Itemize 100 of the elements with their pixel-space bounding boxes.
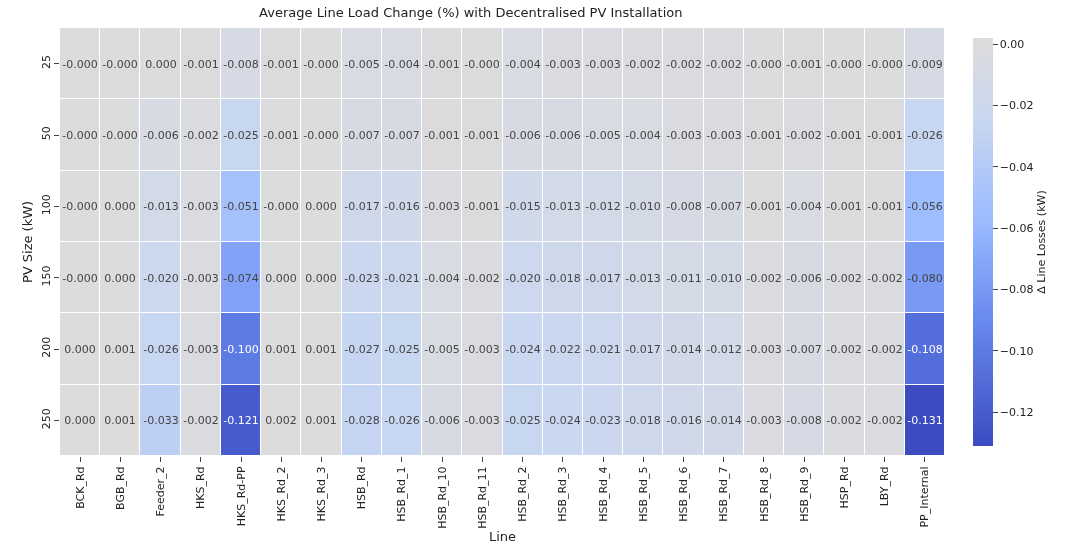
data-label: -0.003 — [424, 199, 460, 213]
data-label: -0.002 — [826, 271, 862, 285]
data-label: 0.000 — [305, 199, 337, 213]
data-label: -0.001 — [867, 199, 903, 213]
data-label: -0.006 — [786, 271, 822, 285]
x-tick-label: HSB_Rd_3 — [556, 466, 570, 522]
data-label: -0.025 — [384, 342, 420, 356]
data-label: -0.002 — [706, 57, 742, 71]
data-label: -0.021 — [585, 342, 621, 356]
data-label: -0.000 — [102, 128, 138, 142]
data-label: -0.005 — [585, 128, 621, 142]
data-label: -0.000 — [303, 57, 339, 71]
data-label: -0.001 — [263, 57, 299, 71]
data-label: 0.000 — [104, 271, 136, 285]
data-label: -0.007 — [706, 199, 742, 213]
data-label: -0.002 — [746, 271, 782, 285]
data-label: -0.025 — [505, 413, 541, 427]
data-label: -0.003 — [545, 57, 581, 71]
data-label: 0.001 — [104, 342, 136, 356]
data-label: -0.100 — [223, 342, 259, 356]
x-tick-label: BCK_Rd — [73, 466, 87, 509]
data-label: -0.001 — [746, 199, 782, 213]
data-label: -0.001 — [786, 57, 822, 71]
x-tick-label: HSB_Rd_1 — [395, 466, 409, 522]
data-label: -0.002 — [666, 57, 702, 71]
data-label: -0.017 — [344, 199, 380, 213]
data-label: -0.005 — [344, 57, 380, 71]
data-label: -0.027 — [344, 342, 380, 356]
data-label: -0.016 — [384, 199, 420, 213]
y-tick-label: 100 — [39, 194, 53, 216]
data-label: 0.002 — [265, 413, 297, 427]
data-label: 0.000 — [145, 57, 177, 71]
data-label: -0.020 — [505, 271, 541, 285]
y-tick-label: 50 — [39, 126, 53, 141]
data-label: -0.002 — [464, 271, 500, 285]
data-label: -0.013 — [625, 271, 661, 285]
x-tick-label: HSB_Rd — [355, 466, 369, 510]
data-label: -0.001 — [826, 199, 862, 213]
data-label: -0.002 — [625, 57, 661, 71]
x-tick-label: HSB_Rd_9 — [797, 466, 811, 522]
data-label: -0.004 — [786, 199, 822, 213]
data-label: -0.025 — [223, 128, 259, 142]
x-tick-label: HKS_Rd — [194, 466, 208, 509]
x-tick-label: HKS_Rd-PP — [234, 466, 248, 527]
x-tick-label: BGB_Rd — [113, 466, 127, 510]
data-label: -0.015 — [505, 199, 541, 213]
data-label: -0.008 — [223, 57, 259, 71]
color-bar-label: 0.00 — [999, 37, 1025, 51]
data-label: -0.003 — [706, 128, 742, 142]
data-label: -0.002 — [183, 128, 219, 142]
data-label: -0.001 — [263, 128, 299, 142]
data-label: -0.003 — [183, 271, 219, 285]
data-label: -0.011 — [666, 271, 702, 285]
color-bar-label: −0.08 — [999, 283, 1034, 297]
color-bar-label: −0.04 — [999, 160, 1034, 174]
data-label: -0.017 — [625, 342, 661, 356]
data-label: 0.001 — [305, 413, 337, 427]
data-label: -0.021 — [384, 271, 420, 285]
data-label: -0.014 — [706, 413, 742, 427]
x-tick-label: HSB_Rd_8 — [757, 466, 771, 522]
data-label: -0.003 — [183, 199, 219, 213]
color-bar-label: −0.02 — [999, 99, 1034, 113]
data-label: -0.000 — [867, 57, 903, 71]
data-label: -0.002 — [183, 413, 219, 427]
data-label: -0.002 — [826, 342, 862, 356]
data-label: -0.001 — [464, 128, 500, 142]
data-label: -0.131 — [907, 413, 943, 427]
data-label: -0.000 — [263, 199, 299, 213]
data-label: -0.009 — [907, 57, 943, 71]
data-label: -0.006 — [545, 128, 581, 142]
data-label: -0.003 — [183, 342, 219, 356]
y-tick-label: 250 — [39, 408, 53, 430]
data-label: 0.000 — [265, 271, 297, 285]
data-label: -0.012 — [706, 342, 742, 356]
color-bar-title: Δ Line Losses (kW) — [1035, 190, 1049, 294]
data-label: -0.016 — [666, 413, 702, 427]
data-label: -0.003 — [585, 57, 621, 71]
data-label: -0.006 — [424, 413, 460, 427]
data-label: -0.004 — [505, 57, 541, 71]
data-label: -0.001 — [867, 128, 903, 142]
data-label: -0.013 — [545, 199, 581, 213]
y-tick-label: 25 — [39, 55, 53, 70]
data-label: 0.001 — [104, 413, 136, 427]
data-label: -0.000 — [62, 57, 98, 71]
x-tick-label: HSB_Rd_11 — [475, 466, 489, 529]
data-label: -0.003 — [464, 342, 500, 356]
data-label: -0.008 — [786, 413, 822, 427]
data-label: -0.024 — [545, 413, 581, 427]
data-label: -0.000 — [102, 57, 138, 71]
data-label: -0.056 — [907, 199, 943, 213]
data-label: -0.018 — [545, 271, 581, 285]
data-label: -0.026 — [143, 342, 179, 356]
data-label: 0.000 — [64, 342, 96, 356]
data-label: -0.001 — [826, 128, 862, 142]
data-label: -0.001 — [183, 57, 219, 71]
x-tick-label: HSB_Rd_5 — [636, 466, 650, 522]
data-label: -0.018 — [625, 413, 661, 427]
data-label: -0.003 — [666, 128, 702, 142]
data-label: 0.001 — [265, 342, 297, 356]
data-label: -0.022 — [545, 342, 581, 356]
